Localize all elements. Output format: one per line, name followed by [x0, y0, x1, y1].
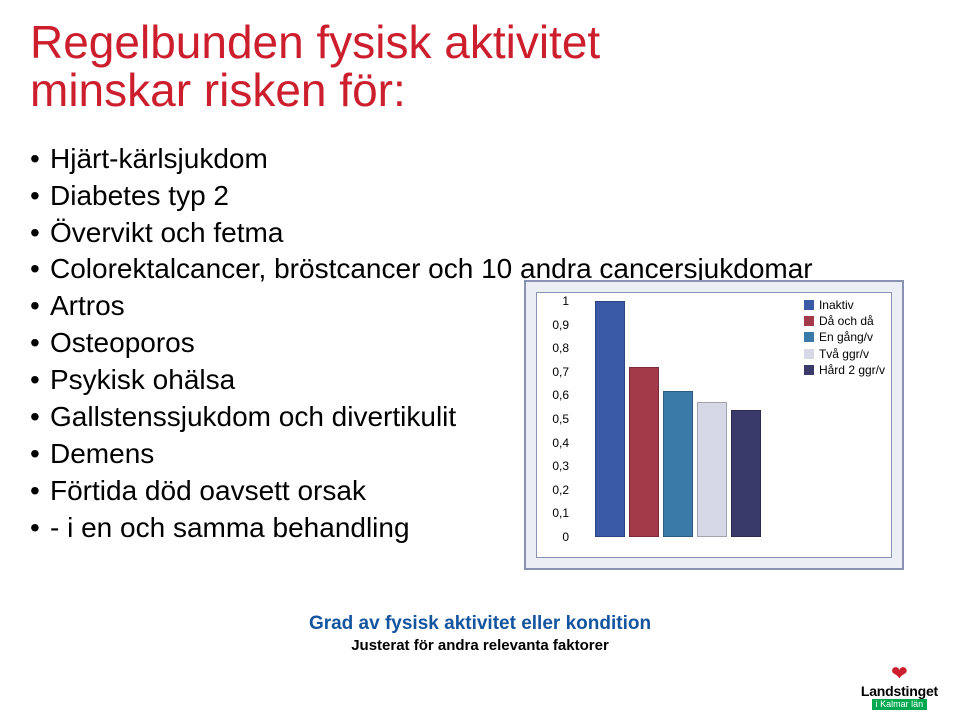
chart-panel: 0 0,1 0,2 0,3 0,4 0,5 0,6 0,7 0,8 0,9 1 InaktivDå …	[524, 280, 904, 570]
chart-bar	[629, 367, 659, 537]
legend-swatch	[804, 332, 814, 342]
y-tick: 0,8	[552, 341, 569, 355]
heart-icon: ❤	[861, 664, 938, 684]
y-tick: 0,6	[552, 388, 569, 402]
legend-item: En gång/v	[804, 329, 885, 345]
page-title: Regelbunden fysisk aktivitet minskar ris…	[30, 18, 930, 115]
chart-bar	[731, 410, 761, 537]
legend-item: Två ggr/v	[804, 346, 885, 362]
chart-bars	[575, 301, 781, 537]
y-tick: 0,1	[552, 506, 569, 520]
y-tick: 0,2	[552, 483, 569, 497]
legend-swatch	[804, 365, 814, 375]
legend-label: Två ggr/v	[819, 346, 869, 362]
legend-label: Då och då	[819, 313, 874, 329]
legend-label: En gång/v	[819, 329, 873, 345]
y-tick: 0,9	[552, 318, 569, 332]
list-item: Övervikt och fetma	[30, 215, 930, 252]
legend-label: Hård 2 ggr/v	[819, 362, 885, 378]
y-tick: 0,3	[552, 459, 569, 473]
chart-bar	[697, 402, 727, 537]
legend-item: Hård 2 ggr/v	[804, 362, 885, 378]
logo-sub: i Kalmar län	[872, 699, 928, 710]
title-line1: Regelbunden fysisk aktivitet	[30, 16, 600, 68]
legend-label: Inaktiv	[819, 297, 854, 313]
list-item: Hjärt-kärlsjukdom	[30, 141, 930, 178]
chart-caption: Grad av fysisk aktivitet eller kondition…	[0, 613, 960, 654]
y-axis-ticks: 00,10,20,30,40,50,60,70,80,91	[541, 301, 571, 537]
y-tick: 0	[562, 530, 569, 544]
legend-swatch	[804, 316, 814, 326]
legend-swatch	[804, 349, 814, 359]
chart-bar	[595, 301, 625, 537]
chart-plot-area: 0 0,1 0,2 0,3 0,4 0,5 0,6 0,7 0,8 0,9 1 InaktivDå …	[536, 292, 892, 558]
legend-item: Inaktiv	[804, 297, 885, 313]
logo-brand: Landstinget	[861, 684, 938, 698]
legend-item: Då och då	[804, 313, 885, 329]
title-line2: minskar risken för:	[30, 64, 406, 116]
legend-swatch	[804, 300, 814, 310]
logo: ❤ Landstinget i Kalmar län	[861, 664, 938, 710]
y-tick: 0,5	[552, 412, 569, 426]
caption-line1: Grad av fysisk aktivitet eller kondition	[0, 613, 960, 635]
chart-bar	[663, 391, 693, 537]
caption-line2: Justerat för andra relevanta faktorer	[0, 637, 960, 654]
slide: Regelbunden fysisk aktivitet minskar ris…	[0, 0, 960, 724]
y-tick: 0,4	[552, 436, 569, 450]
y-tick: 0,7	[552, 365, 569, 379]
chart-legend: InaktivDå och dåEn gång/vTvå ggr/vHård 2…	[804, 297, 885, 378]
list-item: Diabetes typ 2	[30, 178, 930, 215]
y-tick: 1	[562, 294, 569, 308]
